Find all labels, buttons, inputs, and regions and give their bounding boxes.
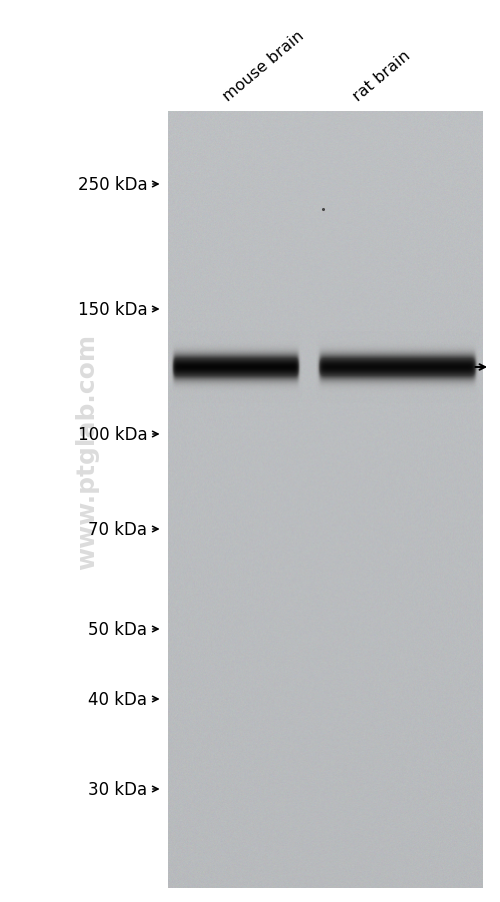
- Text: mouse brain: mouse brain: [220, 28, 307, 104]
- Text: 40 kDa: 40 kDa: [88, 690, 148, 708]
- Text: 30 kDa: 30 kDa: [88, 780, 148, 798]
- Text: 50 kDa: 50 kDa: [88, 621, 148, 639]
- Text: 150 kDa: 150 kDa: [78, 300, 148, 318]
- Text: www.ptglab.com: www.ptglab.com: [76, 333, 100, 569]
- Text: 100 kDa: 100 kDa: [78, 426, 148, 444]
- Text: 250 kDa: 250 kDa: [78, 176, 148, 194]
- Text: rat brain: rat brain: [350, 48, 414, 104]
- Text: 70 kDa: 70 kDa: [88, 520, 148, 538]
